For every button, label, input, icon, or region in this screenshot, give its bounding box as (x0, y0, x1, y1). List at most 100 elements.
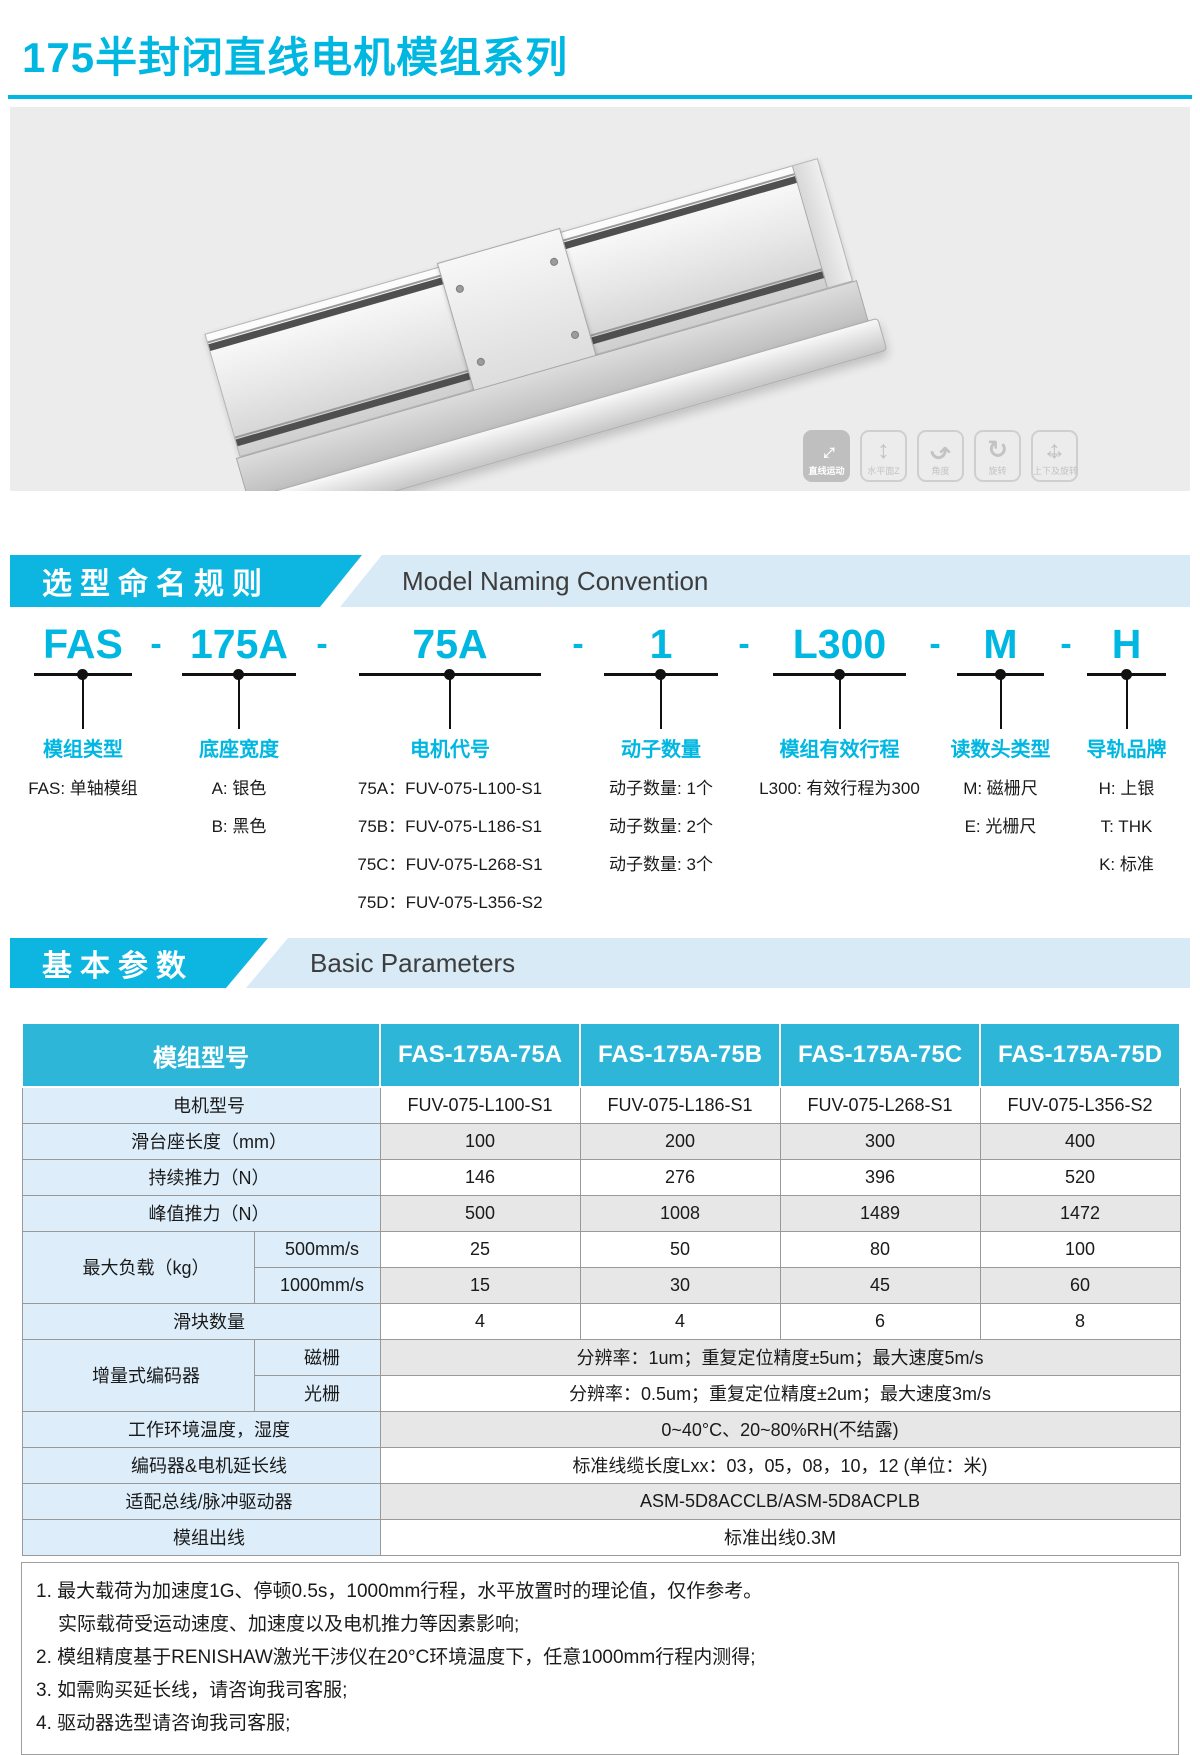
params-title-en: Basic Parameters (310, 947, 516, 978)
row-encoder-magnetic: 增量式编码器 磁栅 分辨率：1um；重复定位精度±5um；最大速度5m/s (21, 1338, 1181, 1412)
updown-rotate-icon: ↕ ↔ 上下及旋转 (1031, 430, 1078, 482)
linear-motion-icon: ↔ 直线运动 (803, 430, 850, 482)
naming-connector (586, 669, 736, 729)
row-label: 工作环境温度，湿度 (21, 1410, 381, 1448)
header-model-d: FAS-175A-75D (979, 1022, 1181, 1088)
naming-column-label: 底座宽度 (199, 739, 279, 761)
vertical-double-arrow-icon: ↕ (877, 435, 890, 464)
row-label: 增量式编码器 (21, 1338, 255, 1412)
code-separator: - (572, 625, 584, 663)
horizontal-z-icon: ↕ 水平面Z (860, 430, 907, 482)
row-label: 电机型号 (21, 1086, 381, 1124)
naming-column-label: 模组类型 (43, 739, 123, 761)
rotate-icon: ↻ 旋转 (974, 430, 1021, 482)
cell-value: 15 (379, 1266, 581, 1304)
naming-option: A: 银色 (211, 779, 267, 798)
row-label: 编码器&电机延长线 (21, 1446, 381, 1484)
row-extension: 编码器&电机延长线 标准线缆长度Lxx：03，05，08，10，12 (单位：米… (21, 1446, 1181, 1484)
row-encoder-optical: 光栅 分辨率：0.5um；重复定位精度±2um；最大速度3m/s (22, 1374, 1181, 1412)
model-code-part: M (983, 621, 1018, 667)
note-line: 3. 如需购买延长线，请咨询我司客服; (36, 1679, 348, 1701)
cell-value: 25 (379, 1230, 581, 1268)
row-sublabel: 磁栅 (253, 1338, 381, 1376)
cell-value: 80 (779, 1230, 981, 1268)
model-code-part: 75A (412, 621, 488, 667)
naming-connector (752, 669, 927, 729)
row-label: 适配总线/脉冲驱动器 (21, 1482, 381, 1520)
naming-options: M: 磁栅尺 E: 光栅尺 (943, 762, 1058, 922)
naming-connector (1074, 669, 1179, 729)
naming-options: 动子数量: 1个 动子数量: 2个 动子数量: 3个 (586, 762, 736, 922)
naming-option: 动子数量: 3个 (609, 855, 713, 874)
note-line: 4. 驱动器选型请咨询我司客服; (36, 1712, 291, 1734)
model-code-part: 1 (649, 621, 673, 667)
params-title-cn: 基本参数 (42, 950, 194, 983)
row-environment: 工作环境温度，湿度 0~40°C、20~80%RH(不结露) (21, 1410, 1181, 1448)
cell-value: 400 (979, 1122, 1181, 1160)
naming-option: 75D：FUV-075-L356-S2 (357, 893, 543, 912)
code-separator: - (929, 625, 941, 663)
naming-option: E: 光栅尺 (964, 817, 1037, 836)
code-separator: - (316, 625, 328, 663)
row-max-load-1000: 1000mm/s 15 30 45 60 (22, 1266, 1181, 1304)
naming-option: T: THK (1100, 817, 1153, 836)
module-endcap (792, 159, 852, 288)
cell-value: ASM-5D8ACCLB/ASM-5D8ACPLB (379, 1482, 1181, 1520)
cell-value: 396 (779, 1158, 981, 1196)
screw-hole (548, 256, 559, 267)
naming-column-label: 电机代号 (410, 739, 490, 761)
naming-column-label: 读数头类型 (950, 739, 1051, 761)
cell-value: FUV-075-L268-S1 (779, 1086, 981, 1124)
model-code-part: FAS (43, 621, 123, 667)
naming-options: A: 银色 B: 黑色 (164, 762, 314, 922)
cell-value: 标准出线0.3M (379, 1518, 1181, 1556)
row-slider-count: 滑块数量 4 4 6 8 (21, 1302, 1181, 1340)
motion-icon-label: 旋转 (988, 466, 1007, 476)
naming-option: K: 标准 (1099, 855, 1154, 874)
row-outlet: 模组出线 标准出线0.3M (21, 1518, 1181, 1556)
naming-title-en: Model Naming Convention (402, 565, 709, 596)
naming-options: FAS: 单轴模组 (18, 762, 148, 922)
cell-value: 520 (979, 1158, 1181, 1196)
row-label: 滑块数量 (21, 1302, 381, 1340)
table-header-row: 模组型号 FAS-175A-75A FAS-175A-75B FAS-175A-… (21, 1022, 1181, 1088)
naming-connector (18, 669, 148, 729)
cross-arrows-icon: ↕ ↔ (1042, 435, 1067, 464)
cell-value: 6 (779, 1302, 981, 1340)
screw-hole (475, 357, 486, 367)
code-separator: - (1060, 625, 1072, 663)
naming-option: H: 上银 (1098, 779, 1155, 798)
naming-options: 75A：FUV-075-L100-S1 75B：FUV-075-L186-S1 … (330, 762, 570, 922)
row-motor-model: 电机型号 FUV-075-L100-S1 FUV-075-L186-S1 FUV… (21, 1086, 1181, 1124)
naming-title-cn: 选型命名规则 (42, 568, 270, 601)
row-sublabel: 光栅 (253, 1374, 381, 1412)
code-separator: - (150, 625, 162, 663)
row-label: 滑台座长度（mm） (21, 1122, 381, 1160)
cell-value: 100 (979, 1230, 1181, 1268)
row-peak-force: 峰值推力（N） 500 1008 1489 1472 (21, 1194, 1181, 1232)
screw-hole (454, 283, 465, 294)
row-sublabel: 500mm/s (253, 1230, 381, 1268)
model-code-part: H (1111, 621, 1142, 667)
row-driver: 适配总线/脉冲驱动器 ASM-5D8ACCLB/ASM-5D8ACPLB (21, 1482, 1181, 1520)
screw-hole (569, 330, 580, 340)
naming-band-cyan: 选型命名规则 (10, 555, 362, 607)
row-label: 峰值推力（N） (21, 1194, 381, 1232)
arc-arrow-icon: ↷ (930, 436, 951, 464)
cell-value: 60 (979, 1266, 1181, 1304)
cell-value: 0~40°C、20~80%RH(不结露) (379, 1410, 1181, 1448)
title-underline (8, 95, 1192, 99)
motion-icon-label: 直线运动 (808, 466, 845, 476)
row-sublabel: 1000mm/s (253, 1266, 381, 1304)
hero-image: ↔ 直线运动 ↕ 水平面Z ↷ 角度 ↻ 旋转 ↕ ↔ 上下及旋转 (10, 107, 1190, 491)
naming-option: 动子数量: 1个 (609, 779, 713, 798)
naming-column-label: 导轨品牌 (1086, 739, 1167, 761)
naming-option: B: 黑色 (211, 817, 267, 836)
product-photo (199, 156, 888, 491)
naming-options: H: 上银 T: THK K: 标准 (1074, 762, 1179, 922)
naming-option: 动子数量: 2个 (609, 817, 713, 836)
cell-value: 50 (579, 1230, 781, 1268)
header-model-label: 模组型号 (21, 1022, 381, 1088)
cell-value: FUV-075-L186-S1 (579, 1086, 781, 1124)
note-line: 1. 最大载荷为加速度1G、停顿0.5s，1000mm行程，水平放置时的理论值，… (36, 1580, 763, 1602)
